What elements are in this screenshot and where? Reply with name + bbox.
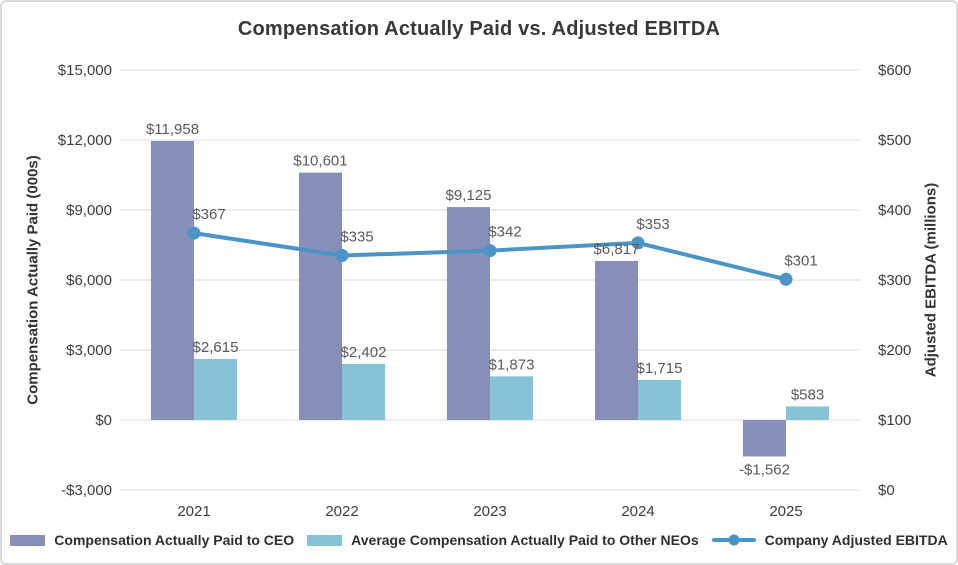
bar-neo-2024	[638, 379, 681, 420]
right-axis-tick: $0	[878, 482, 895, 499]
bar-ceo-2022	[299, 172, 342, 420]
legend-label-neo: Average Compensation Actually Paid to Ot…	[351, 532, 699, 548]
line-point-2024	[631, 236, 645, 250]
legend-swatch-neo	[307, 534, 343, 546]
left-axis-tick: $0	[95, 412, 112, 429]
legend-label-ebitda: Company Adjusted EBITDA	[764, 532, 948, 548]
bar-ceo-2021	[151, 140, 194, 421]
right-axis-tick: $100	[878, 412, 911, 429]
bar-value-label: $1,715	[637, 360, 683, 377]
bar-value-label: $11,958	[146, 121, 199, 138]
bar-ceo-2024	[595, 260, 638, 420]
left-axis-tick: -$3,000	[61, 482, 112, 499]
right-axis-tick: $300	[878, 272, 911, 289]
x-axis-label: 2021	[177, 503, 210, 520]
x-axis-label: 2022	[325, 503, 358, 520]
x-axis-label: 2023	[473, 503, 506, 520]
left-axis-tick: $12,000	[58, 132, 112, 149]
legend: Compensation Actually Paid to CEO Averag…	[2, 532, 956, 548]
left-axis-tick: $15,000	[58, 62, 112, 79]
x-axis-label: 2025	[769, 503, 802, 520]
right-axis-tick: $500	[878, 132, 911, 149]
line-point-2023	[483, 244, 497, 258]
line-point-2022	[335, 249, 349, 262]
bar-ceo-2023	[447, 207, 490, 420]
legend-line-marker	[711, 534, 756, 546]
bar-neo-2023	[490, 376, 533, 420]
x-axis-label: 2024	[621, 503, 654, 520]
bar-neo-2022	[342, 363, 385, 420]
line-value-label: $335	[340, 229, 373, 246]
bar-value-label: $6,817	[594, 241, 640, 258]
bar-ceo-2025	[743, 420, 786, 457]
left-axis-tick: $3,000	[66, 342, 112, 359]
legend-dot-icon	[728, 534, 740, 546]
bar-value-label: -$1,562	[739, 461, 790, 478]
right-axis-tick: $400	[878, 202, 911, 219]
bar-neo-2025	[786, 406, 829, 420]
right-axis-tick: $200	[878, 342, 911, 359]
line-value-label: $367	[192, 206, 225, 223]
bar-value-label: $2,615	[193, 339, 239, 356]
line-point-2021	[187, 226, 201, 240]
left-axis-tick: $6,000	[66, 272, 112, 289]
right-axis-tick: $600	[878, 62, 911, 79]
legend-item-neo: Average Compensation Actually Paid to Ot…	[307, 532, 699, 548]
line-point-2025	[779, 272, 793, 286]
legend-item-ceo: Compensation Actually Paid to CEO	[10, 532, 294, 548]
chart-title: Compensation Actually Paid vs. Adjusted …	[237, 18, 721, 40]
line-value-label: $301	[784, 252, 817, 269]
legend-item-ebitda: Company Adjusted EBITDA	[711, 532, 948, 548]
bar-value-label: $2,402	[341, 344, 387, 361]
bar-neo-2021	[194, 358, 237, 420]
bar-value-label: $583	[791, 386, 824, 403]
bar-value-label: $10,601	[293, 153, 347, 170]
bar-value-label: $9,125	[446, 187, 492, 204]
legend-label-ceo: Compensation Actually Paid to CEO	[54, 532, 295, 548]
left-axis-tick: $9,000	[66, 202, 112, 219]
line-value-label: $342	[488, 224, 521, 241]
line-value-label: $353	[636, 216, 669, 233]
bar-value-label: $1,873	[489, 356, 535, 373]
legend-swatch-ceo	[10, 534, 46, 546]
